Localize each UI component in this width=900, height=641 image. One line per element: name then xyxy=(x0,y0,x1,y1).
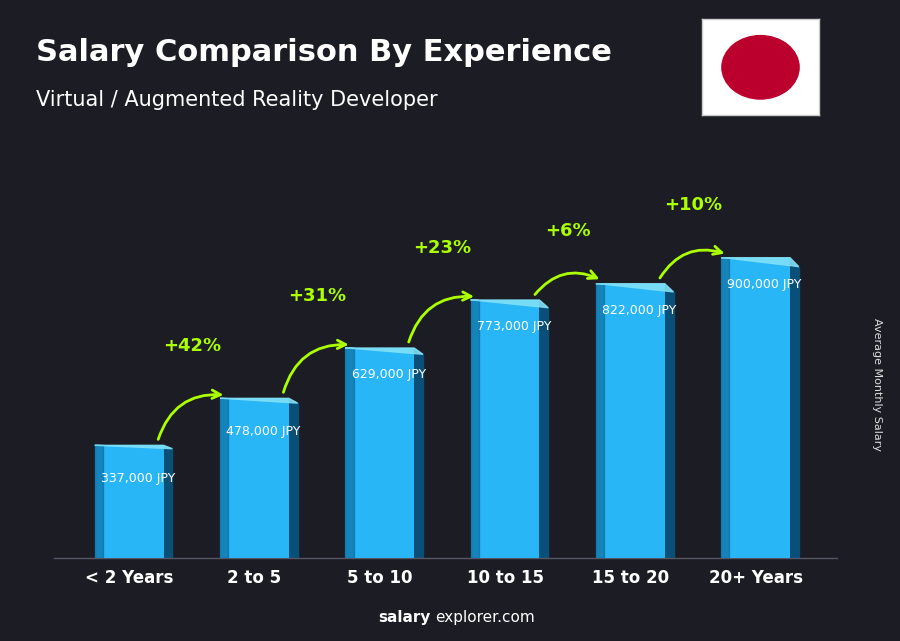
Polygon shape xyxy=(94,445,173,449)
FancyBboxPatch shape xyxy=(94,445,164,558)
Polygon shape xyxy=(346,348,423,354)
Text: 337,000 JPY: 337,000 JPY xyxy=(101,472,176,485)
Bar xyxy=(94,445,103,558)
Bar xyxy=(721,258,729,558)
Text: 629,000 JPY: 629,000 JPY xyxy=(352,368,426,381)
Text: 822,000 JPY: 822,000 JPY xyxy=(602,304,677,317)
Bar xyxy=(164,449,173,558)
Text: +10%: +10% xyxy=(664,196,722,214)
Text: +6%: +6% xyxy=(544,222,590,240)
Text: +31%: +31% xyxy=(288,287,346,304)
FancyBboxPatch shape xyxy=(346,348,414,558)
Bar xyxy=(665,292,673,558)
Bar xyxy=(220,398,229,558)
Text: 773,000 JPY: 773,000 JPY xyxy=(477,320,551,333)
Polygon shape xyxy=(220,398,298,403)
Bar xyxy=(414,354,423,558)
Bar xyxy=(471,300,479,558)
Polygon shape xyxy=(596,284,673,292)
Text: +23%: +23% xyxy=(413,238,472,256)
Text: explorer.com: explorer.com xyxy=(435,610,535,625)
FancyBboxPatch shape xyxy=(721,258,790,558)
FancyBboxPatch shape xyxy=(471,300,539,558)
Bar xyxy=(346,348,354,558)
Bar xyxy=(596,284,604,558)
Bar xyxy=(289,403,298,558)
Bar xyxy=(539,308,548,558)
Bar xyxy=(790,267,799,558)
Text: +42%: +42% xyxy=(163,337,220,355)
Polygon shape xyxy=(721,258,799,267)
Circle shape xyxy=(722,35,799,99)
FancyBboxPatch shape xyxy=(220,398,289,558)
Text: Salary Comparison By Experience: Salary Comparison By Experience xyxy=(36,38,612,67)
Text: Virtual / Augmented Reality Developer: Virtual / Augmented Reality Developer xyxy=(36,90,437,110)
Text: 478,000 JPY: 478,000 JPY xyxy=(226,425,301,438)
FancyBboxPatch shape xyxy=(596,284,665,558)
Text: salary: salary xyxy=(378,610,430,625)
Text: Average Monthly Salary: Average Monthly Salary xyxy=(872,318,883,451)
Text: 900,000 JPY: 900,000 JPY xyxy=(727,278,802,290)
Polygon shape xyxy=(471,300,548,308)
